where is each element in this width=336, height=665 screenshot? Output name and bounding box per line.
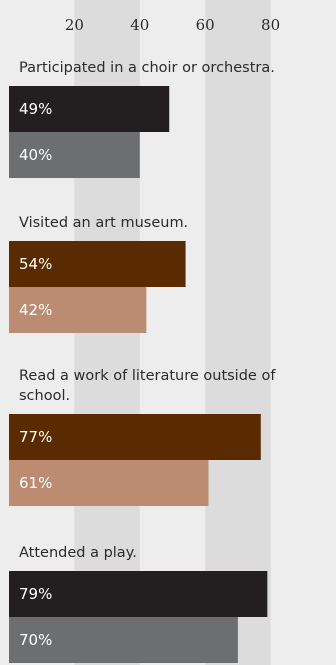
- group-label-4: Attended a play.: [19, 545, 137, 561]
- group-label-1: Participated in a choir or orchestra.: [19, 60, 275, 76]
- x-tick-label-80: 80: [261, 16, 280, 34]
- x-tick-label-40: 40: [130, 16, 149, 34]
- bar-group-3-2: [9, 460, 209, 506]
- bar-value-label-1-2: 40%: [19, 146, 52, 164]
- group-label-3-line-2: school.: [19, 388, 70, 404]
- x-tick-label-20: 20: [65, 16, 84, 34]
- bar-group-1-1: [9, 86, 170, 132]
- group-label-2: Visited an art museum.: [19, 215, 188, 231]
- grid-band-2: [205, 0, 271, 665]
- bar-value-label-2-1: 54%: [19, 255, 52, 273]
- bar-value-label-1-1: 49%: [19, 100, 52, 118]
- bar-group-4-2: [9, 617, 238, 663]
- x-tick-label-60: 60: [196, 16, 215, 34]
- group-label-3-line-1: Read a work of literature outside of: [19, 368, 276, 384]
- bar-value-label-3-1: 77%: [19, 428, 52, 446]
- bar-group-4-1: [9, 571, 268, 617]
- bar-value-label-3-2: 61%: [19, 474, 52, 492]
- bar-group-2-2: [9, 287, 147, 333]
- bar-group-2-1: [9, 241, 186, 287]
- bar-value-label-4-2: 70%: [19, 631, 52, 649]
- bar-group-1-2: [9, 132, 140, 178]
- bar-value-label-2-2: 42%: [19, 301, 52, 319]
- bar-group-3-1: [9, 414, 261, 460]
- bar-value-label-4-1: 79%: [19, 585, 52, 603]
